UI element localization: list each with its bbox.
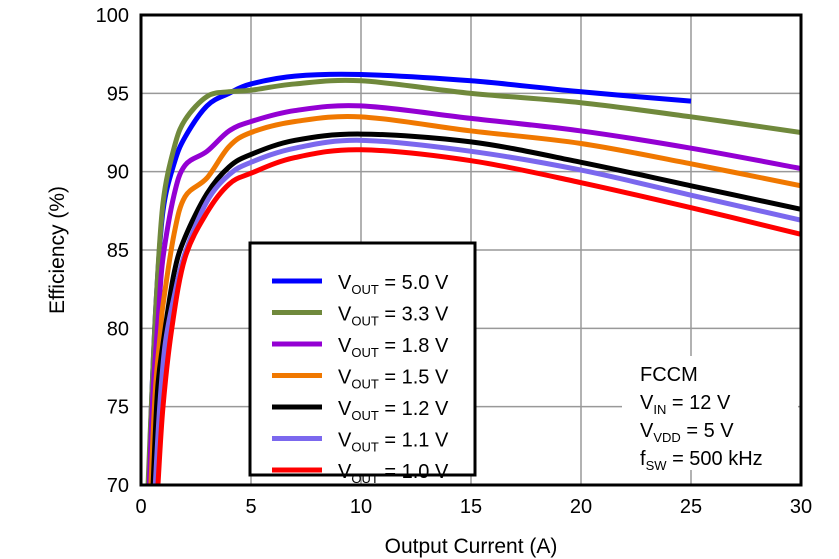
series-line [148,113,801,486]
y-tick-label: 75 [107,397,129,419]
annotation-line: VVDD = 5 V [640,420,734,445]
legend-entry: VOUT = 1.5 V [338,367,449,392]
x-tick-label: 25 [680,496,702,518]
legend-entry: VOUT = 1.1 V [338,430,449,455]
legend-entry: VOUT = 3.3 V [338,304,449,329]
y-tick-label: 100 [96,5,129,27]
legend-entry: VOUT = 5.0 V [338,272,449,297]
annotation-line: VIN = 12 V [640,392,731,417]
annotation-line: FCCM [640,364,698,386]
x-tick-label: 20 [570,496,592,518]
annotation-background [622,356,798,470]
y-tick-label: 85 [107,240,129,262]
x-tick-label: 10 [350,496,372,518]
series-line [152,137,801,486]
conditions-annotation: FCCM VIN = 12 V VVDD = 5 V fSW = 500 kHz [622,356,798,473]
x-tick-label: 30 [790,496,812,518]
y-tick-labels: 70 75 80 85 90 95 100 [96,5,129,497]
y-tick-label: 80 [107,318,129,340]
x-tick-label: 0 [135,496,146,518]
x-tick-label: 5 [245,496,256,518]
series-line [155,147,801,486]
x-axis-label: Output Current (A) [385,535,558,558]
x-tick-labels: 0 5 10 15 20 25 30 [135,496,812,518]
legend-entry: VOUT = 1.2 V [338,398,449,423]
plot-frame [139,13,803,487]
legend: VOUT = 5.0 V VOUT = 3.3 V VOUT = 1.8 V VOUT… [248,241,477,486]
y-tick-label: 90 [107,162,129,184]
series-lines [145,71,801,486]
legend-entry: VOUT = 1.0 V [338,461,449,486]
annotation-line: fSW = 500 kHz [640,448,763,473]
y-tick-label: 95 [107,83,129,105]
y-axis-label: Efficiency (%) [46,186,69,314]
y-tick-label: 70 [107,475,129,497]
series-line [146,103,801,486]
legend-entry: VOUT = 1.8 V [338,335,449,360]
x-tick-label: 15 [460,496,482,518]
series-line [145,77,801,486]
